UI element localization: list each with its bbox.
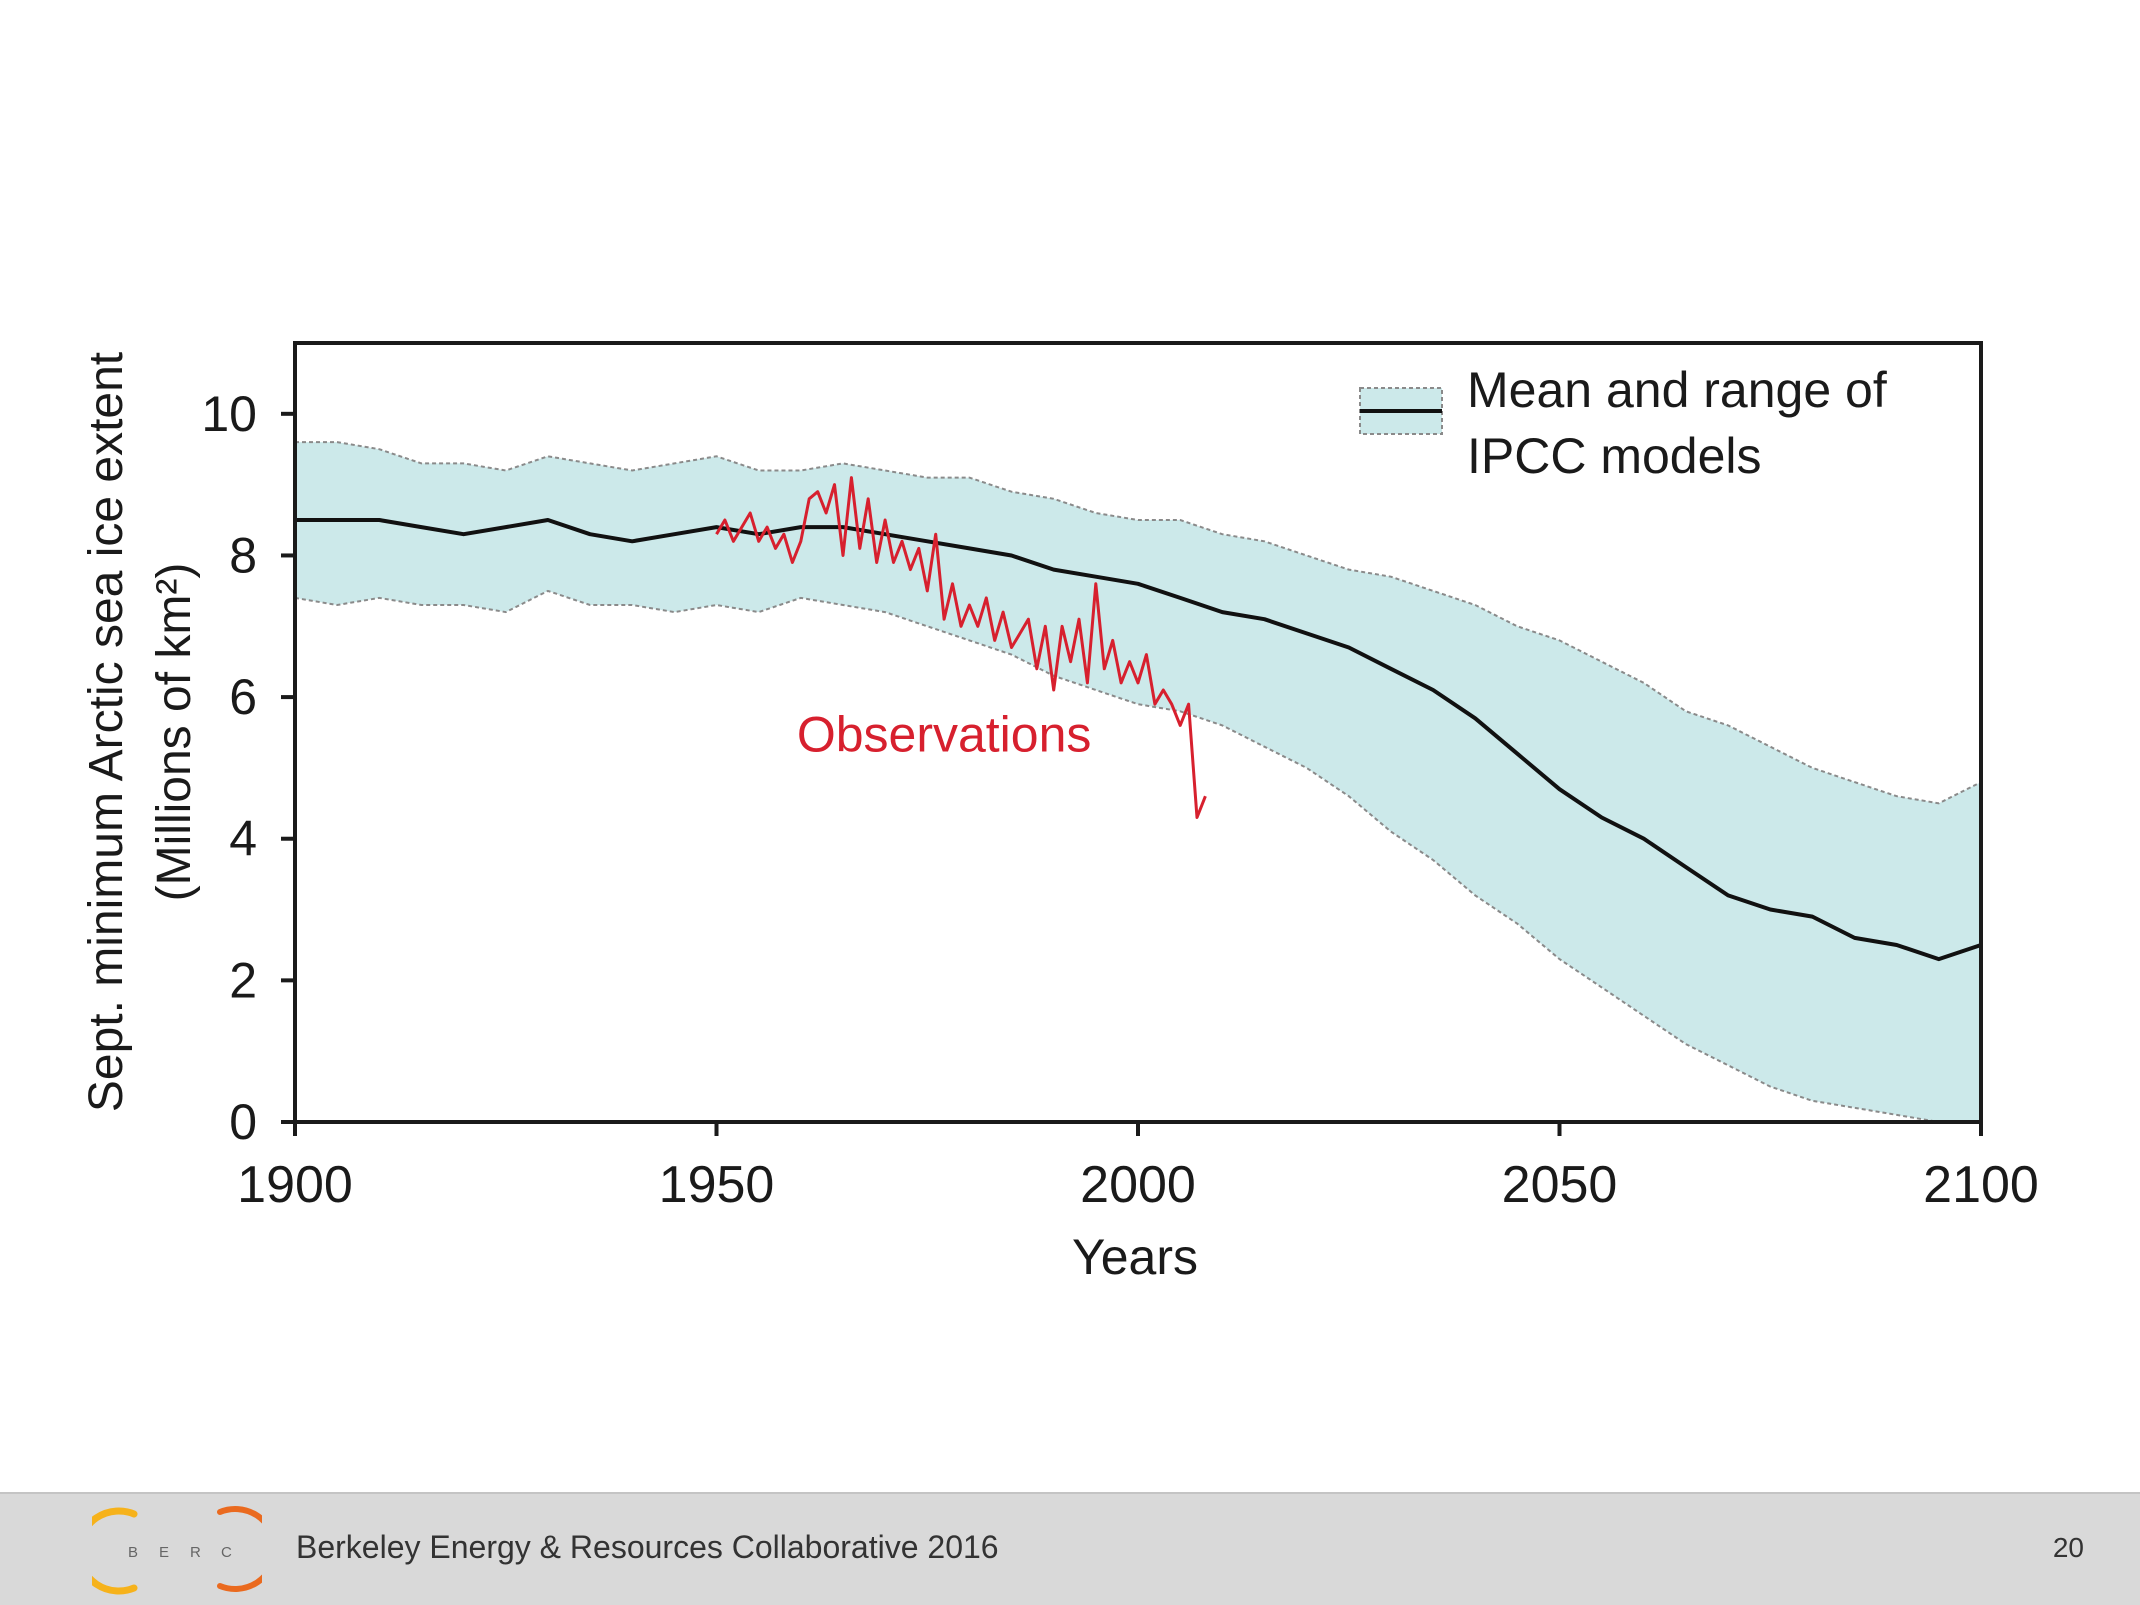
y-axis-title: Sept. minimum Arctic sea ice extent	[80, 352, 133, 1112]
ipcc-lower-range-line	[294, 589, 1981, 1123]
observations-annotation: Observations	[797, 707, 1092, 763]
y-axis-units: (Millions of km²)	[148, 563, 201, 902]
ipcc-upper-range-line	[295, 441, 1982, 805]
logo-letter-b: B	[128, 1544, 138, 1561]
y-tick-label: 6	[229, 669, 257, 725]
x-tick-label: 2100	[1923, 1156, 2039, 1214]
y-tick-label: 8	[229, 527, 257, 583]
legend-label-line2: IPCC models	[1467, 428, 1762, 484]
y-tick-label: 0	[229, 1094, 257, 1150]
y-tick-label: 10	[201, 386, 257, 442]
legend: Mean and range of IPCC models	[1359, 362, 1887, 484]
x-tick-label: 2050	[1502, 1156, 1618, 1214]
observations-line	[715, 476, 1207, 819]
berc-logo: B E R C	[92, 1506, 262, 1595]
chart: 0 2 4 6 8 10 1900 1950 2000 2050 2100 Sept. minim…	[80, 341, 2039, 1285]
logo-orange-arc	[92, 1507, 138, 1595]
page-number: 20	[2052, 1532, 2084, 1563]
legend-label-line1: Mean and range of	[1467, 362, 1887, 418]
x-tick-label: 2000	[1080, 1156, 1196, 1214]
x-tick-label: 1900	[237, 1156, 353, 1214]
logo-letter-c: C	[221, 1544, 232, 1561]
footer-bar	[0, 1492, 2140, 1605]
ipcc-range-band	[295, 442, 1981, 1123]
footer-text: Berkeley Energy & Resources Collaborativ…	[296, 1529, 999, 1565]
ipcc-mean-line	[295, 518, 1982, 962]
x-axis-title: Years	[1072, 1229, 1198, 1285]
x-tick-label: 1950	[659, 1156, 775, 1214]
logo-letter-e: E	[159, 1544, 169, 1561]
logo-letter-r: R	[190, 1544, 201, 1561]
logo-red-arc	[217, 1506, 262, 1592]
y-tick-label: 2	[229, 952, 257, 1008]
y-tick-label: 4	[229, 811, 257, 867]
